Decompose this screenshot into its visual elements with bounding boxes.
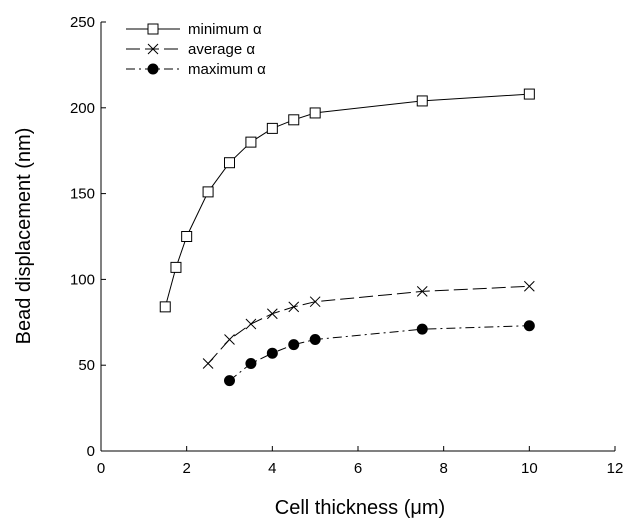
legend-marker bbox=[147, 63, 159, 75]
y-tick-label: 250 bbox=[70, 14, 95, 31]
series-layer bbox=[159, 88, 535, 387]
x-axis-ticks: 0 2 4 6 8 10 12 bbox=[97, 446, 624, 477]
x-axis-title: Cell thickness (μm) bbox=[275, 497, 445, 519]
x-marker-stroke bbox=[309, 296, 321, 308]
legend-label: minimum α bbox=[188, 21, 262, 38]
data-point bbox=[416, 323, 428, 335]
data-point bbox=[245, 357, 257, 369]
x-tick-label: 0 bbox=[97, 460, 105, 477]
data-point bbox=[309, 107, 321, 119]
x-marker-stroke bbox=[224, 334, 235, 345]
data-point bbox=[224, 334, 235, 345]
data-point bbox=[245, 136, 257, 148]
data-point bbox=[416, 95, 428, 107]
series-line bbox=[164, 93, 530, 308]
data-point bbox=[266, 308, 278, 320]
x-marker-stroke bbox=[523, 280, 535, 292]
x-tick-label: 12 bbox=[607, 460, 624, 477]
data-point bbox=[159, 301, 171, 313]
y-tick-label: 100 bbox=[70, 271, 95, 288]
x-marker-stroke bbox=[202, 358, 214, 369]
x-marker-stroke bbox=[266, 308, 278, 320]
data-point bbox=[245, 318, 257, 330]
data-point bbox=[266, 122, 278, 134]
data-point bbox=[416, 286, 428, 297]
axes bbox=[100, 22, 615, 452]
data-point bbox=[181, 231, 193, 242]
x-marker-stroke bbox=[416, 286, 428, 297]
y-tick-label: 200 bbox=[70, 100, 95, 117]
legend-label: maximum α bbox=[188, 61, 266, 78]
x-tick-label: 10 bbox=[521, 460, 538, 477]
y-tick-label: 150 bbox=[70, 186, 95, 203]
data-point bbox=[288, 339, 300, 351]
data-point bbox=[523, 280, 535, 292]
y-tick-label: 0 bbox=[87, 443, 95, 460]
data-point bbox=[224, 157, 235, 169]
legend-label: average α bbox=[188, 41, 255, 58]
legend: minimum α average α maximum α bbox=[126, 21, 266, 78]
series-line bbox=[207, 285, 530, 364]
y-axis-title: Bead displacement (nm) bbox=[13, 128, 35, 345]
data-point bbox=[523, 88, 535, 100]
legend-item: minimum α bbox=[126, 21, 262, 38]
x-tick-label: 4 bbox=[268, 460, 276, 477]
x-marker-stroke bbox=[245, 318, 257, 330]
y-axis-ticks: 0 50 100 150 200 250 bbox=[70, 14, 106, 460]
data-point bbox=[309, 296, 321, 308]
data-point bbox=[309, 333, 321, 345]
x-marker-stroke bbox=[288, 301, 300, 313]
series-2 bbox=[224, 320, 535, 387]
data-point bbox=[202, 358, 214, 369]
series-1 bbox=[202, 280, 535, 369]
legend-item: average α bbox=[126, 41, 255, 58]
series-0 bbox=[159, 88, 535, 313]
x-marker-stroke bbox=[147, 43, 159, 55]
data-point bbox=[266, 347, 278, 359]
x-tick-label: 6 bbox=[354, 460, 362, 477]
data-point bbox=[224, 375, 235, 387]
data-point bbox=[288, 114, 300, 126]
x-tick-label: 2 bbox=[182, 460, 190, 477]
data-point bbox=[170, 261, 182, 273]
data-point bbox=[288, 301, 300, 313]
y-tick-label: 50 bbox=[78, 357, 95, 374]
legend-marker bbox=[147, 23, 159, 35]
data-point bbox=[202, 186, 214, 198]
legend-marker bbox=[147, 43, 159, 55]
data-point bbox=[523, 320, 535, 332]
legend-item: maximum α bbox=[126, 61, 266, 78]
x-tick-label: 8 bbox=[439, 460, 447, 477]
